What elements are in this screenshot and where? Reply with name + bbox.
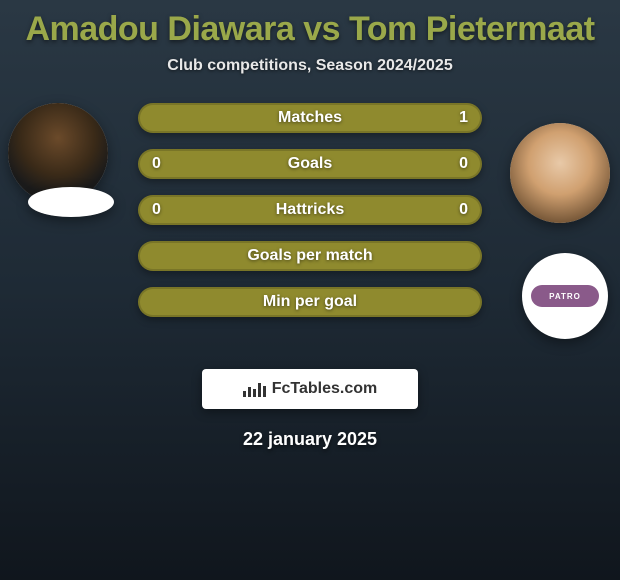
club-left-badge [28, 187, 114, 217]
stat-label: Hattricks [276, 201, 344, 219]
comparison-content: PATRO Matches 1 0 Goals 0 0 Hattricks 0 … [0, 103, 620, 363]
stat-label: Min per goal [263, 293, 357, 311]
brand-tag-text: FcTables.com [272, 380, 378, 398]
stat-left-value: 0 [152, 201, 161, 219]
season-subtitle: Club competitions, Season 2024/2025 [0, 57, 620, 75]
stat-row-goals-per-match: Goals per match [138, 241, 482, 271]
player-right-photo [510, 123, 610, 223]
stat-label: Goals [288, 155, 332, 173]
snapshot-date: 22 january 2025 [0, 429, 620, 450]
stat-label: Goals per match [247, 247, 372, 265]
player-right-avatar [510, 123, 610, 223]
stat-right-value: 1 [459, 109, 468, 127]
club-right-badge-text: PATRO [531, 285, 599, 307]
stat-left-value: 0 [152, 155, 161, 173]
stat-row-min-per-goal: Min per goal [138, 287, 482, 317]
stat-row-goals: 0 Goals 0 [138, 149, 482, 179]
club-right-badge: PATRO [522, 253, 608, 339]
stat-right-value: 0 [459, 155, 468, 173]
stat-row-hattricks: 0 Hattricks 0 [138, 195, 482, 225]
stat-right-value: 0 [459, 201, 468, 219]
stats-column: Matches 1 0 Goals 0 0 Hattricks 0 Goals … [138, 103, 482, 333]
comparison-title: Amadou Diawara vs Tom Pietermaat [0, 0, 620, 49]
bar-chart-icon [243, 381, 266, 397]
stat-label: Matches [278, 109, 342, 127]
stat-row-matches: Matches 1 [138, 103, 482, 133]
brand-tag: FcTables.com [202, 369, 418, 409]
